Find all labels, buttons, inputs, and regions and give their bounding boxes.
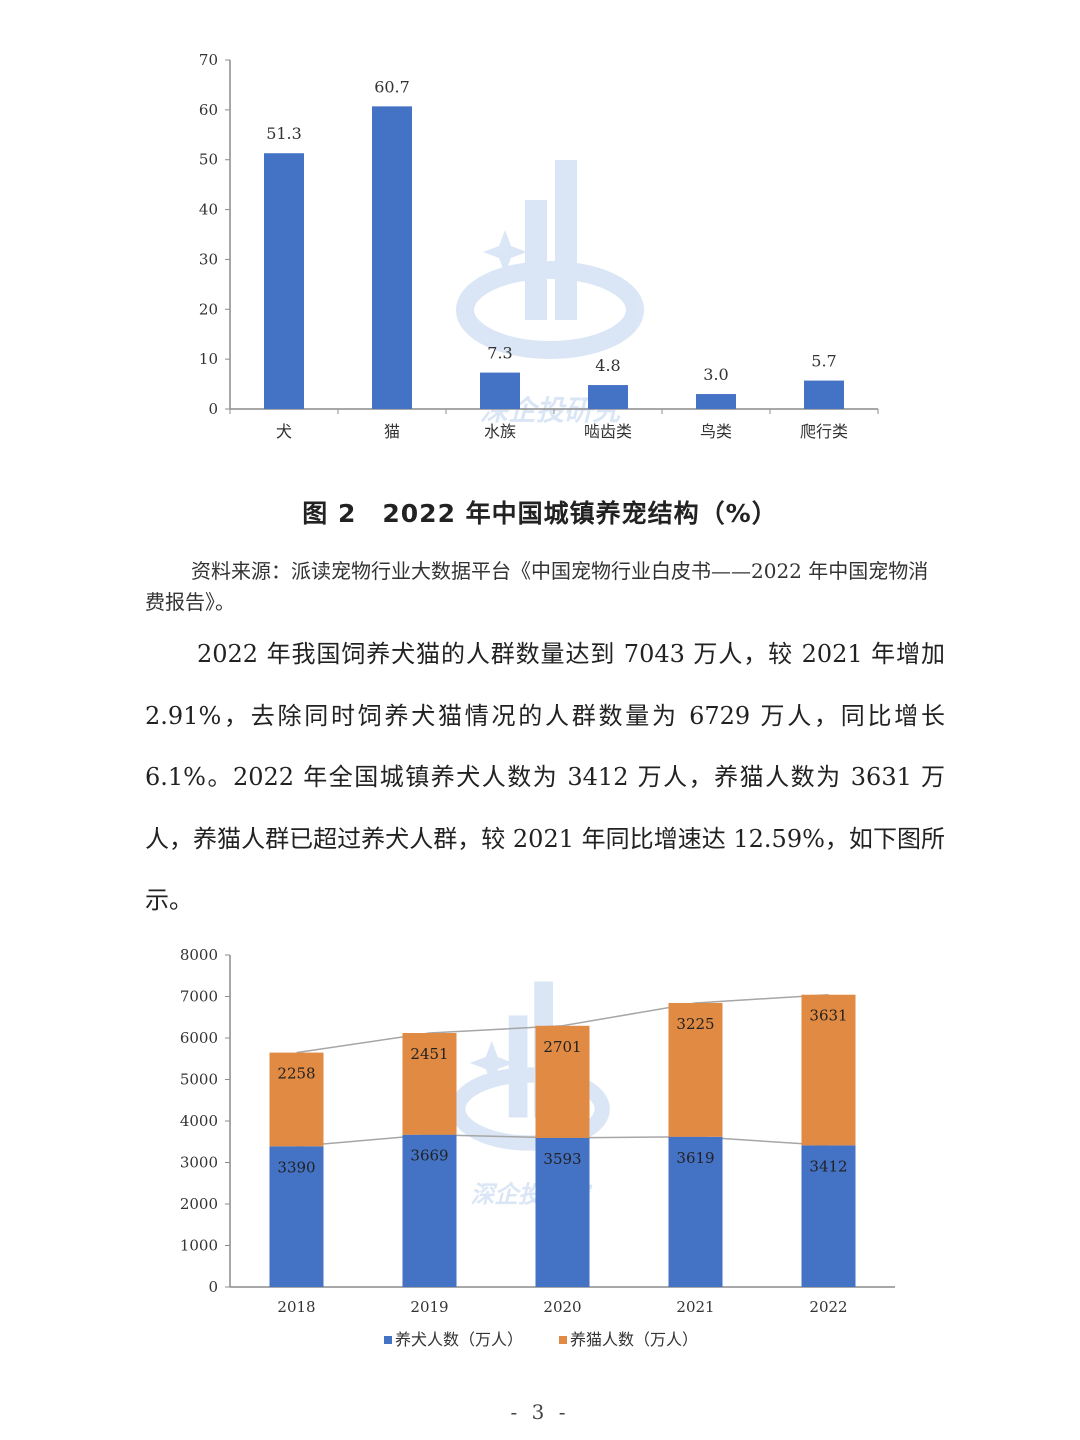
bar-segment-cat xyxy=(668,1002,723,1137)
bar-segment-dog xyxy=(402,1134,457,1287)
bar-segment-cat xyxy=(535,1025,590,1138)
bar xyxy=(696,394,736,409)
data-label: 3390 xyxy=(277,1158,315,1176)
legend-label-cat: 养猫人数（万人） xyxy=(570,1330,698,1349)
y-tick-label: 30 xyxy=(199,250,218,268)
x-tick-label: 2019 xyxy=(410,1298,448,1316)
watermark-ring xyxy=(450,1067,610,1151)
y-tick-label: 6000 xyxy=(180,1029,218,1047)
data-label: 2701 xyxy=(543,1038,581,1056)
y-tick-label: 70 xyxy=(199,51,218,69)
y-tick-label: 60 xyxy=(199,101,218,119)
pet-owner-stacked-bar-chart: 深企投研究01000200030004000500060007000800033… xyxy=(180,946,895,1349)
data-label: 5.7 xyxy=(811,352,836,371)
y-tick-label: 20 xyxy=(199,300,218,318)
data-label: 3619 xyxy=(676,1149,714,1167)
watermark-bar xyxy=(555,160,577,320)
bar-segment-dog xyxy=(668,1136,723,1287)
data-label: 3225 xyxy=(676,1015,714,1033)
bar xyxy=(480,372,520,409)
y-tick-label: 0 xyxy=(208,1278,218,1296)
bar xyxy=(804,380,844,409)
bar-segment-cat xyxy=(402,1033,457,1135)
y-tick-label: 4000 xyxy=(180,1112,218,1130)
x-tick-label: 爬行类 xyxy=(800,422,848,441)
watermark-bar xyxy=(525,200,547,320)
y-tick-label: 40 xyxy=(199,201,218,219)
bar-segment-dog xyxy=(801,1145,856,1287)
y-tick-label: 10 xyxy=(199,350,218,368)
x-tick-label: 水族 xyxy=(484,422,516,441)
data-label: 51.3 xyxy=(266,124,302,143)
legend: 养犬人数（万人） 养猫人数（万人） xyxy=(384,1330,698,1349)
legend-label-dog: 养犬人数（万人） xyxy=(395,1330,523,1349)
y-tick-label: 8000 xyxy=(180,946,218,964)
figure-source-note: 资料来源：派读宠物行业大数据平台《中国宠物行业白皮书——2022 年中国宠物消费… xyxy=(145,559,929,614)
x-tick-label: 2021 xyxy=(676,1298,714,1316)
data-label: 3.0 xyxy=(703,365,728,384)
x-tick-label: 犬 xyxy=(276,422,292,441)
y-tick-label: 2000 xyxy=(180,1195,218,1213)
y-tick-label: 0 xyxy=(208,400,218,418)
data-label: 2451 xyxy=(410,1045,448,1063)
bar-segment-dog xyxy=(535,1137,590,1287)
x-tick-label: 猫 xyxy=(384,422,400,441)
watermark-star xyxy=(469,1041,514,1085)
bar-segment-cat xyxy=(269,1052,324,1147)
body-paragraph: 2022 年我国饲养犬猫的人群数量达到 7043 万人，较 2021 年增加 2… xyxy=(145,640,945,914)
y-tick-label: 7000 xyxy=(180,988,218,1006)
watermark-ring xyxy=(456,261,644,359)
watermark-bar xyxy=(508,1015,528,1118)
y-tick-label: 50 xyxy=(199,151,218,169)
bar-segment-dog xyxy=(269,1146,324,1287)
data-label: 3631 xyxy=(809,1007,847,1025)
x-tick-label: 2022 xyxy=(809,1298,847,1316)
y-tick-label: 3000 xyxy=(180,1154,218,1172)
data-label: 3669 xyxy=(410,1147,448,1165)
figure-caption: 图 2 2022 年中国城镇养宠结构（%） xyxy=(302,499,778,528)
y-tick-label: 5000 xyxy=(180,1071,218,1089)
x-tick-label: 鸟类 xyxy=(700,422,732,441)
legend-swatch-cat xyxy=(559,1336,567,1344)
x-tick-label: 2020 xyxy=(543,1298,581,1316)
data-label: 60.7 xyxy=(374,77,410,96)
bar xyxy=(588,385,628,409)
page-number: - 3 - xyxy=(510,1400,570,1424)
bar xyxy=(372,106,412,410)
series-line-total xyxy=(296,993,829,1054)
bar-segment-cat xyxy=(801,994,856,1146)
x-tick-label: 2018 xyxy=(277,1298,315,1316)
legend-swatch-dog xyxy=(384,1336,392,1344)
bar xyxy=(264,153,304,409)
x-tick-label: 啮齿类 xyxy=(584,422,632,441)
data-label: 3593 xyxy=(543,1150,581,1168)
pet-structure-bar-chart: 深企投研究01020304050607051.3犬60.7猫7.3水族4.8啮齿… xyxy=(199,51,879,441)
data-label: 3412 xyxy=(809,1157,847,1175)
y-tick-label: 1000 xyxy=(180,1237,218,1255)
data-label: 7.3 xyxy=(487,344,512,363)
data-label: 4.8 xyxy=(595,356,620,375)
watermark-star xyxy=(483,230,527,274)
data-label: 2258 xyxy=(277,1065,315,1083)
